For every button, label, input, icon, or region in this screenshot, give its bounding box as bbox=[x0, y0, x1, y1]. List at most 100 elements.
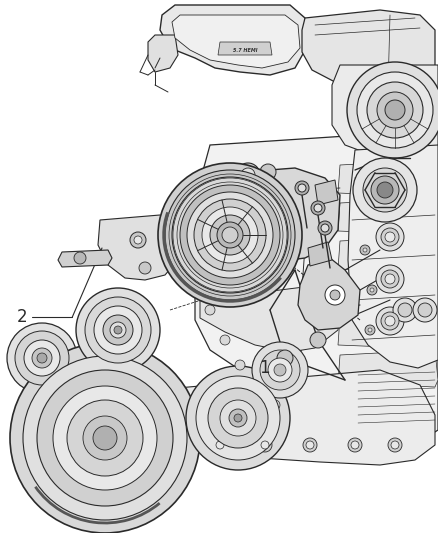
Circle shape bbox=[310, 332, 326, 348]
Polygon shape bbox=[338, 312, 438, 349]
Circle shape bbox=[325, 285, 345, 305]
Circle shape bbox=[114, 326, 122, 334]
Polygon shape bbox=[338, 274, 438, 311]
Circle shape bbox=[368, 328, 372, 332]
Polygon shape bbox=[195, 130, 438, 445]
Circle shape bbox=[381, 228, 399, 246]
Polygon shape bbox=[155, 370, 435, 465]
Polygon shape bbox=[160, 5, 308, 75]
Circle shape bbox=[393, 298, 417, 322]
Circle shape bbox=[7, 323, 77, 393]
Circle shape bbox=[172, 177, 288, 293]
Circle shape bbox=[376, 223, 404, 251]
Circle shape bbox=[260, 164, 276, 180]
Circle shape bbox=[37, 353, 47, 363]
Circle shape bbox=[10, 343, 200, 533]
Circle shape bbox=[220, 335, 230, 345]
Circle shape bbox=[76, 288, 160, 372]
Circle shape bbox=[371, 176, 399, 204]
Circle shape bbox=[85, 297, 151, 363]
Circle shape bbox=[274, 364, 286, 376]
Circle shape bbox=[103, 315, 133, 345]
Polygon shape bbox=[338, 198, 438, 235]
Circle shape bbox=[186, 366, 290, 470]
Polygon shape bbox=[198, 168, 340, 262]
Circle shape bbox=[303, 438, 317, 452]
Polygon shape bbox=[200, 285, 340, 352]
Circle shape bbox=[391, 441, 399, 449]
Circle shape bbox=[385, 274, 395, 284]
Circle shape bbox=[24, 340, 60, 376]
Circle shape bbox=[205, 305, 215, 315]
Circle shape bbox=[180, 185, 280, 285]
Circle shape bbox=[37, 370, 173, 506]
Circle shape bbox=[381, 186, 399, 204]
Circle shape bbox=[330, 290, 340, 300]
Circle shape bbox=[385, 190, 395, 200]
Circle shape bbox=[376, 307, 404, 335]
Polygon shape bbox=[298, 258, 360, 330]
Polygon shape bbox=[338, 160, 438, 197]
Circle shape bbox=[194, 199, 266, 271]
Circle shape bbox=[377, 182, 393, 198]
Circle shape bbox=[15, 331, 69, 385]
Circle shape bbox=[216, 441, 224, 449]
Circle shape bbox=[202, 207, 258, 263]
Circle shape bbox=[311, 201, 325, 215]
Circle shape bbox=[398, 303, 412, 317]
Circle shape bbox=[139, 262, 151, 274]
Text: 5.7 HEMI: 5.7 HEMI bbox=[233, 47, 257, 52]
Circle shape bbox=[351, 441, 359, 449]
Polygon shape bbox=[348, 145, 438, 368]
Circle shape bbox=[229, 409, 247, 427]
Circle shape bbox=[235, 360, 245, 370]
Circle shape bbox=[298, 184, 306, 192]
Text: 1: 1 bbox=[259, 359, 269, 377]
Polygon shape bbox=[302, 10, 435, 92]
Circle shape bbox=[363, 248, 367, 252]
Circle shape bbox=[376, 181, 404, 209]
Circle shape bbox=[260, 350, 300, 390]
Circle shape bbox=[418, 303, 432, 317]
Circle shape bbox=[94, 306, 142, 354]
Polygon shape bbox=[148, 35, 178, 72]
Circle shape bbox=[377, 92, 413, 128]
Circle shape bbox=[306, 441, 314, 449]
Circle shape bbox=[321, 224, 329, 232]
Circle shape bbox=[318, 221, 332, 235]
Circle shape bbox=[413, 298, 437, 322]
Circle shape bbox=[270, 400, 280, 410]
Circle shape bbox=[363, 168, 407, 212]
Circle shape bbox=[23, 356, 187, 520]
Circle shape bbox=[381, 270, 399, 288]
Circle shape bbox=[134, 236, 142, 244]
Circle shape bbox=[83, 416, 127, 460]
Polygon shape bbox=[338, 236, 438, 273]
Text: 2: 2 bbox=[17, 308, 27, 326]
Circle shape bbox=[381, 312, 399, 330]
Polygon shape bbox=[308, 242, 332, 266]
Circle shape bbox=[370, 288, 374, 292]
Circle shape bbox=[261, 441, 269, 449]
Circle shape bbox=[347, 62, 438, 158]
Circle shape bbox=[360, 245, 370, 255]
Polygon shape bbox=[338, 350, 438, 387]
Circle shape bbox=[213, 438, 227, 452]
Circle shape bbox=[314, 204, 322, 212]
Circle shape bbox=[258, 438, 272, 452]
Circle shape bbox=[385, 100, 405, 120]
Circle shape bbox=[130, 232, 146, 248]
Polygon shape bbox=[58, 250, 112, 267]
Circle shape bbox=[252, 342, 308, 398]
Circle shape bbox=[110, 322, 126, 338]
Circle shape bbox=[187, 192, 273, 278]
Circle shape bbox=[236, 163, 260, 187]
Circle shape bbox=[234, 414, 242, 422]
Circle shape bbox=[217, 222, 243, 248]
Circle shape bbox=[74, 252, 86, 264]
Circle shape bbox=[67, 400, 143, 476]
Circle shape bbox=[365, 325, 375, 335]
Circle shape bbox=[277, 350, 293, 366]
Polygon shape bbox=[332, 65, 438, 165]
Circle shape bbox=[210, 215, 250, 255]
